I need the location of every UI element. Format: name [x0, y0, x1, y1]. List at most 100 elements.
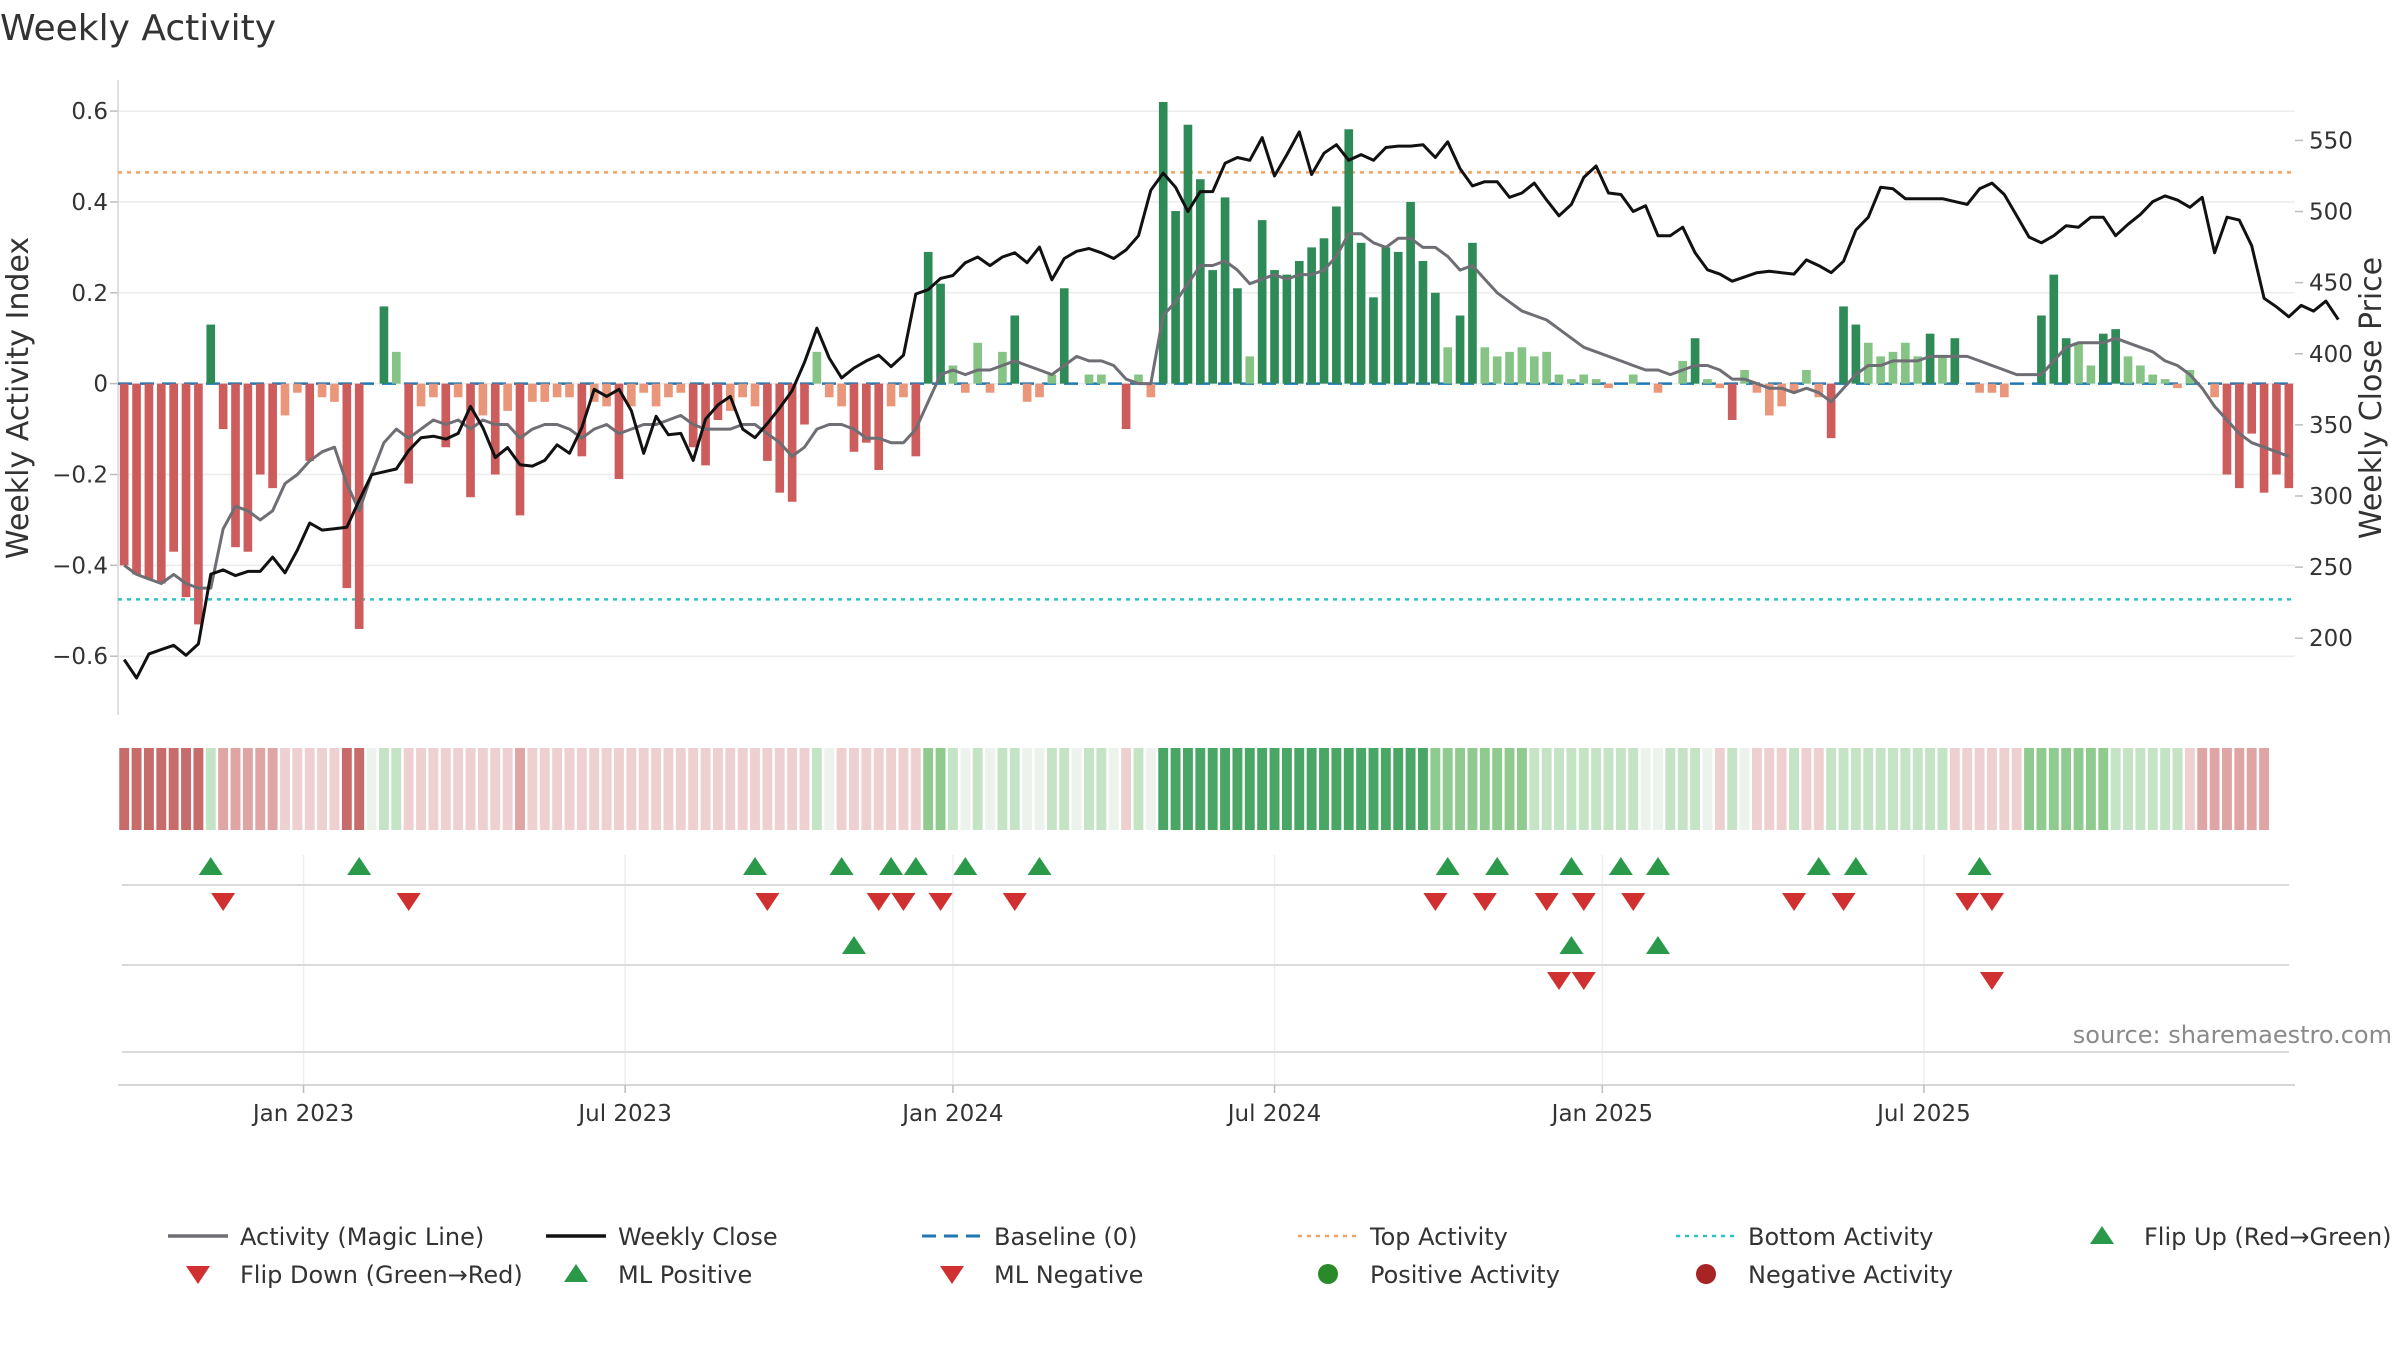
activity-bar: [973, 342, 982, 384]
activity-bar: [1294, 260, 1304, 384]
x-tick-label: Jul 2024: [1226, 1101, 1322, 1127]
activity-bar: [305, 383, 315, 461]
activity-bar: [565, 383, 574, 398]
activity-bar: [2049, 274, 2059, 384]
activity-bar: [1344, 129, 1354, 384]
source-note: source: sharemaestro.com: [2073, 1021, 2392, 1049]
heat-cell: [341, 748, 352, 830]
activity-bar: [2061, 338, 2071, 384]
flip-down-marker: [1621, 893, 1646, 911]
heat-cell: [1615, 748, 1626, 830]
flip-down-marker: [1002, 893, 1027, 911]
heat-cell: [1269, 748, 1280, 830]
activity-bar: [1047, 374, 1057, 384]
heat-cell: [131, 748, 142, 830]
activity-bar: [998, 351, 1007, 384]
y2-tick-label: 400: [2309, 342, 2353, 368]
heat-cell: [675, 748, 686, 830]
activity-bar: [2160, 379, 2170, 384]
heat-cell: [2259, 748, 2270, 830]
heat-cell: [1034, 748, 1045, 830]
heat-cell: [1690, 748, 1701, 830]
heat-cell: [1418, 748, 1428, 830]
heat-cell: [1702, 748, 1713, 830]
activity-bar: [330, 383, 339, 402]
heat-cell: [1888, 748, 1898, 830]
activity-bar: [1035, 383, 1044, 398]
flip-down-marker: [1979, 893, 2004, 911]
heat-cell: [1591, 748, 1602, 830]
y-tick-label: 0.2: [71, 281, 108, 307]
heat-cell: [1133, 748, 1144, 830]
heat-cell: [1430, 748, 1441, 830]
activity-bar: [1492, 356, 1502, 384]
heat-cell: [490, 748, 501, 830]
heat-cell: [861, 748, 872, 830]
activity-bar: [750, 383, 760, 407]
activity-bar: [1443, 347, 1453, 384]
activity-bar: [2098, 333, 2108, 384]
flip-down-marker: [1955, 893, 1980, 911]
activity-bar: [2136, 365, 2145, 384]
activity-bar: [614, 383, 624, 480]
heat-cell: [2085, 748, 2096, 830]
heat-cell: [2098, 748, 2109, 830]
activity-bar: [1863, 342, 1873, 384]
heat-cell: [181, 748, 191, 830]
heat-cell: [2184, 748, 2195, 830]
heat-cell: [1714, 748, 1725, 830]
heat-cell: [564, 748, 575, 830]
heat-cell: [923, 748, 934, 830]
heat-cell: [1640, 748, 1651, 830]
activity-bar: [280, 383, 290, 416]
heat-cell: [255, 748, 266, 830]
heat-cell: [1195, 748, 1206, 830]
heat-cell: [997, 748, 1008, 830]
heat-cell: [589, 748, 600, 830]
magic-line: [123, 232, 2290, 590]
heat-cell: [2073, 748, 2084, 830]
heat-cell: [1257, 748, 1268, 830]
activity-bar: [1876, 356, 1885, 384]
activity-bar: [453, 383, 463, 398]
heat-cell: [1504, 748, 1515, 830]
flip-down-marker: [928, 893, 953, 911]
heat-cell: [193, 748, 204, 830]
legend-label: Top Activity: [1369, 1223, 1508, 1251]
heat-cell: [651, 748, 662, 830]
activity-bar: [1727, 383, 1737, 420]
heat-cell: [2147, 748, 2158, 830]
activity-bar: [2173, 383, 2182, 389]
activity-bar: [1777, 383, 1787, 407]
heat-cell: [552, 748, 563, 830]
legend-label: Flip Down (Green→Red): [240, 1261, 523, 1289]
activity-bar: [626, 383, 636, 407]
activity-bar: [2247, 383, 2257, 434]
activity-bar: [985, 383, 995, 393]
heat-cell: [1974, 748, 1985, 830]
heat-cell: [1554, 748, 1564, 830]
legend: Activity (Magic Line) Weekly Close Baselin…: [168, 1223, 2392, 1289]
activity-bar: [2074, 342, 2083, 384]
activity-bar: [404, 383, 414, 484]
activity-bar: [849, 383, 859, 452]
activity-bar: [1121, 383, 1131, 430]
heat-cell: [626, 748, 637, 830]
activity-bar: [293, 383, 302, 393]
activity-bar: [218, 383, 228, 430]
activity-bar: [429, 383, 438, 398]
legend-label: Baseline (0): [994, 1223, 1137, 1251]
activity-bar: [738, 383, 747, 398]
activity-bar: [1554, 374, 1564, 384]
activity-bar: [1591, 379, 1601, 384]
heat-cell: [972, 748, 983, 830]
heat-cell: [1578, 748, 1589, 830]
legend-swatch: [940, 1266, 964, 1284]
ml-negative-marker: [1571, 972, 1596, 990]
heat-cell: [143, 748, 154, 830]
flip-down-marker: [1534, 893, 1559, 911]
flip-up-marker: [1559, 857, 1584, 875]
activity-bar: [231, 383, 240, 548]
x-axis: Jan 2023 Jul 2023 Jan 2024 Jul 2024 Jan 2025…: [118, 1084, 2295, 1127]
